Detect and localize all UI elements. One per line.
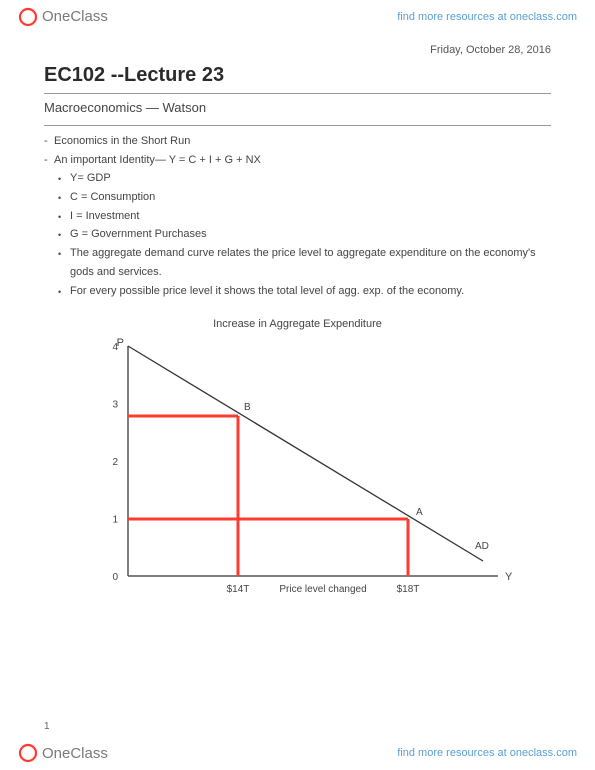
page-content: Friday, October 28, 2016 EC102 --Lecture… — [0, 34, 595, 616]
logo-icon — [18, 743, 38, 763]
brand-logo-footer[interactable]: OneClass — [18, 743, 108, 763]
svg-text:0: 0 — [112, 572, 118, 583]
svg-text:Y: Y — [505, 571, 513, 583]
svg-text:P: P — [116, 337, 123, 349]
footer-bar: OneClass find more resources at oneclass… — [0, 736, 595, 770]
bullet-item: Y= GDP — [44, 169, 551, 188]
divider — [44, 93, 551, 94]
svg-text:B: B — [244, 402, 251, 413]
chart-svg: 01234PYADBA$14TPrice level changed$18T — [83, 336, 513, 596]
brand-name: OneClass — [42, 745, 108, 762]
page-title: EC102 --Lecture 23 — [44, 64, 551, 87]
bullet-item: I = Investment — [44, 207, 551, 226]
svg-text:Price level changed: Price level changed — [279, 584, 366, 595]
logo-icon — [18, 7, 38, 27]
bullet-item: Economics in the Short Run — [44, 132, 551, 151]
svg-text:AD: AD — [475, 541, 489, 552]
bullet-item: C = Consumption — [44, 188, 551, 207]
subtitle: Macroeconomics — Watson — [44, 100, 551, 115]
svg-text:1: 1 — [112, 515, 118, 526]
bullet-item: An important Identity— Y = C + I + G + N… — [44, 151, 551, 170]
svg-text:2: 2 — [112, 457, 118, 468]
bullet-item: G = Government Purchases — [44, 225, 551, 244]
svg-text:3: 3 — [112, 400, 118, 411]
page-number: 1 — [44, 721, 50, 732]
ad-chart: 01234PYADBA$14TPrice level changed$18T — [83, 336, 513, 616]
svg-text:A: A — [416, 507, 423, 518]
date-text: Friday, October 28, 2016 — [44, 44, 551, 56]
brand-logo[interactable]: OneClass — [18, 7, 108, 27]
find-resources-link[interactable]: find more resources at oneclass.com — [397, 11, 577, 23]
bullet-item: For every possible price level it shows … — [44, 282, 551, 301]
brand-name: OneClass — [42, 8, 108, 25]
chart-title: Increase in Aggregate Expenditure — [44, 318, 551, 330]
header-bar: OneClass find more resources at oneclass… — [0, 0, 595, 34]
svg-text:$14T: $14T — [226, 584, 249, 595]
svg-text:$18T: $18T — [396, 584, 419, 595]
bullet-list: Economics in the Short RunAn important I… — [44, 132, 551, 300]
find-resources-link-footer[interactable]: find more resources at oneclass.com — [397, 747, 577, 759]
divider — [44, 125, 551, 126]
bullet-item: The aggregate demand curve relates the p… — [44, 244, 551, 281]
